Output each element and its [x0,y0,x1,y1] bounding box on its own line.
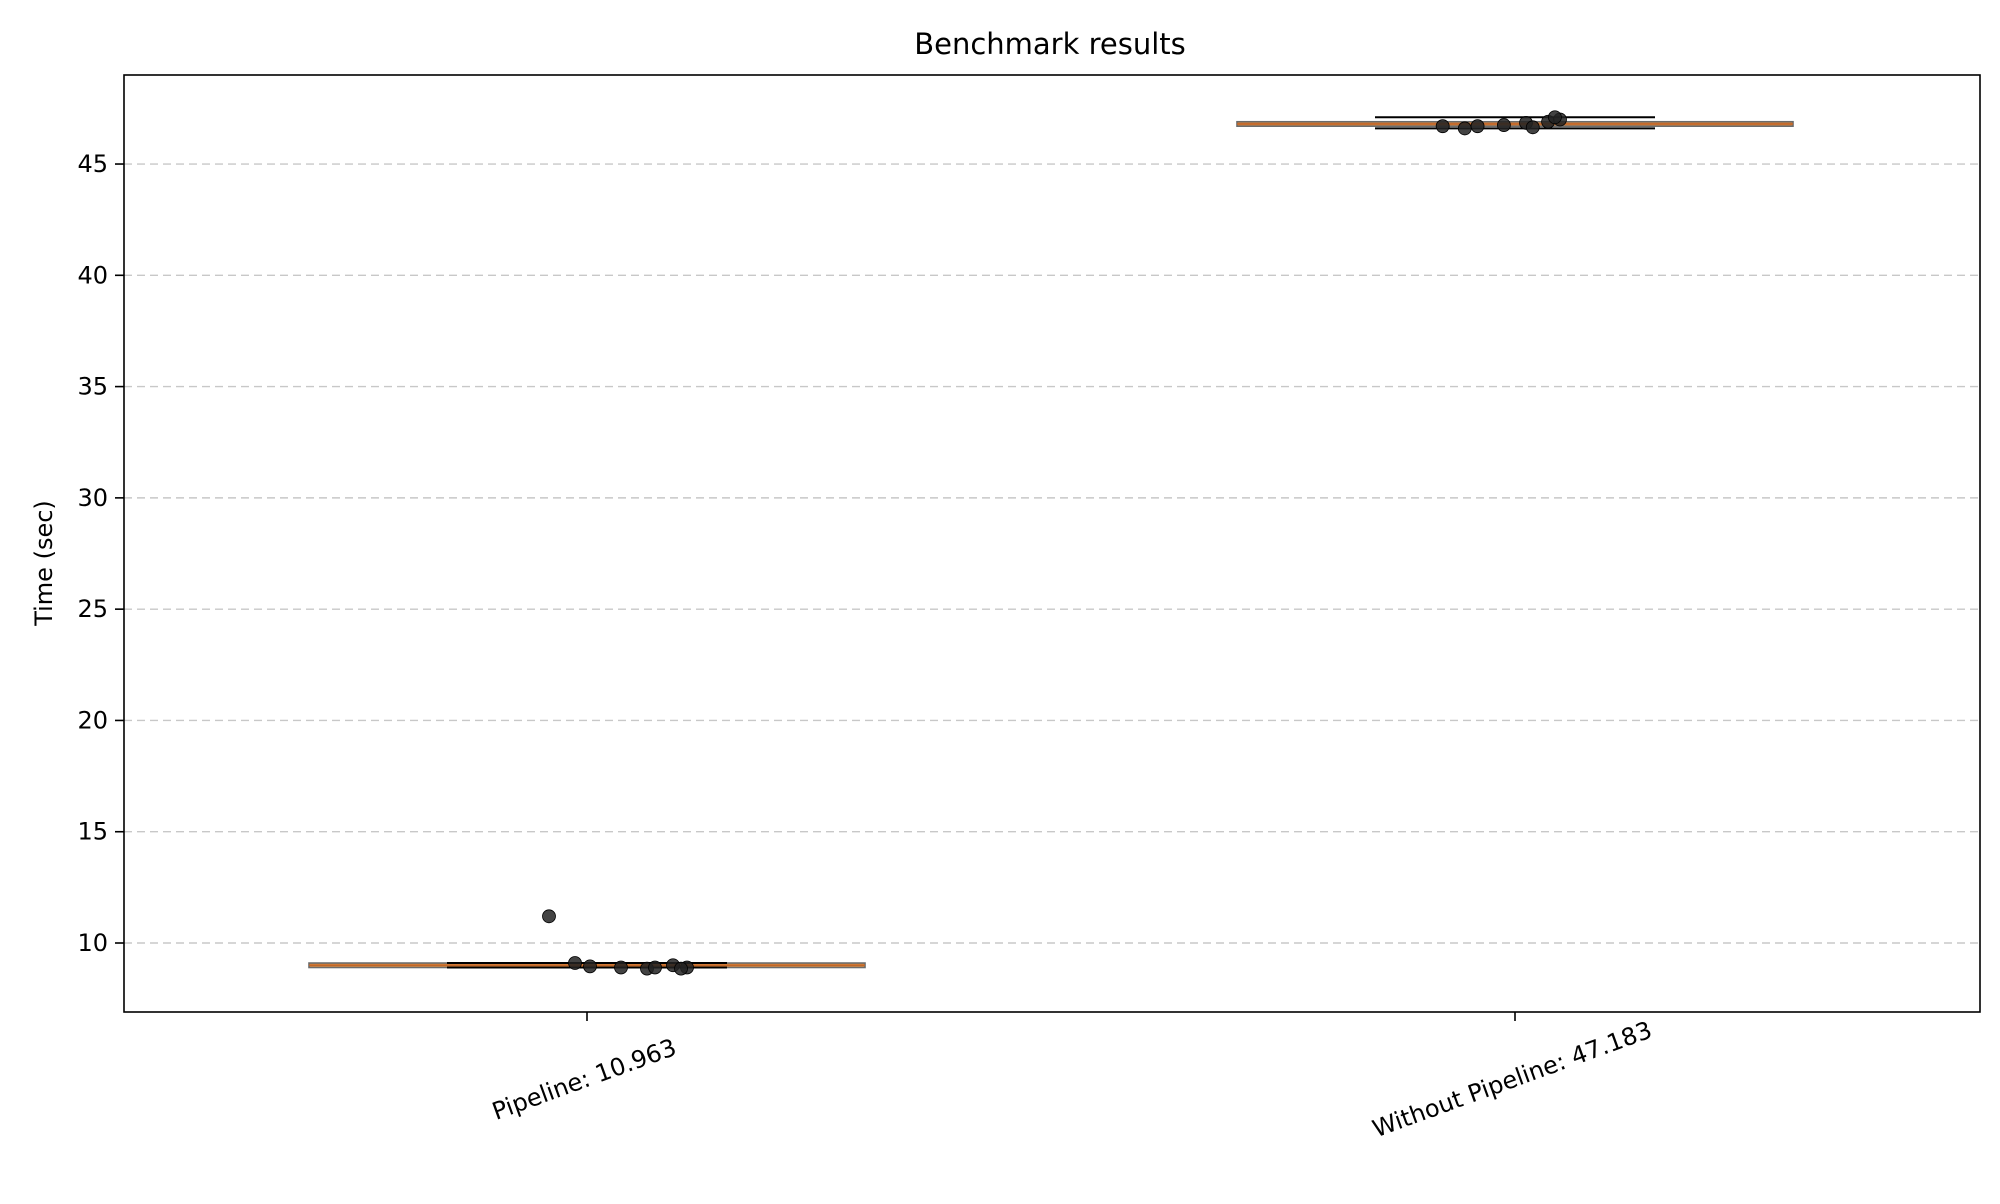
data-point-0-0 [542,909,556,924]
data-point-0-1 [568,956,582,970]
data-point-0-6 [674,961,688,976]
data-point-0-2 [614,960,628,975]
y-tick-label-20: 20 [77,706,108,734]
y-tick-label-45: 45 [77,150,108,178]
y-axis-ticks: 10 15 20 25 30 35 40 45 [77,150,124,957]
y-tick-label-25: 25 [77,595,108,623]
y-tick-label-10: 10 [77,929,108,957]
data-point-1-0 [1435,119,1450,134]
point-layer [542,110,1567,976]
y-axis-label: Time (sec) [30,500,58,627]
grid-lines [124,163,1980,944]
data-point-0-8 [648,960,662,975]
y-tick-label-15: 15 [77,818,108,846]
data-point-1-8 [1525,120,1540,135]
data-point-0-7 [583,959,597,974]
data-point-1-1 [1457,121,1472,136]
data-point-1-6 [1548,110,1562,125]
y-tick-label-40: 40 [77,261,108,289]
chart-title: Benchmark results [914,27,1186,61]
data-point-1-2 [1497,118,1511,132]
plot-frame [123,74,1981,1013]
data-point-1-7 [1470,119,1485,134]
y-tick-label-35: 35 [77,373,108,401]
y-tick-label-30: 30 [77,484,108,512]
